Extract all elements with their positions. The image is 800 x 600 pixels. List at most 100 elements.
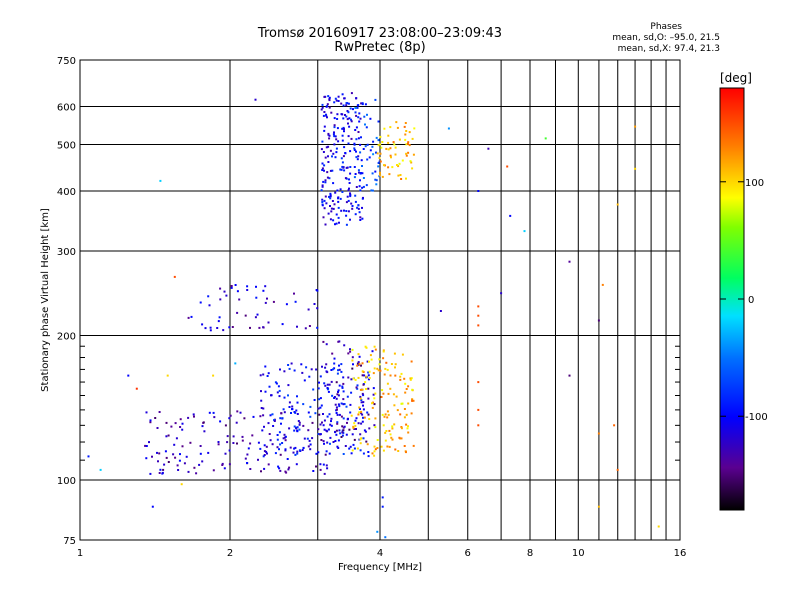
echo-point <box>373 445 376 448</box>
echo-point <box>613 424 616 427</box>
echo-point <box>336 189 339 192</box>
echo-point <box>408 144 411 147</box>
echo-point <box>353 166 356 168</box>
echo-point <box>293 425 296 428</box>
echo-point <box>246 462 249 464</box>
echo-point <box>360 364 362 367</box>
y-tick-label: 75 <box>63 536 76 547</box>
echo-point <box>359 219 362 221</box>
echo-point <box>375 183 378 186</box>
echo-point <box>349 166 352 168</box>
echo-point <box>278 389 281 392</box>
echo-point <box>349 218 351 221</box>
echo-point <box>378 160 381 163</box>
echo-point <box>346 118 349 121</box>
echo-point <box>403 445 406 447</box>
echo-point <box>359 216 362 219</box>
echo-point <box>358 363 361 366</box>
echo-point <box>322 424 325 427</box>
echo-point <box>309 443 312 446</box>
echo-point <box>405 154 408 157</box>
echo-point <box>342 376 345 379</box>
echo-point <box>204 327 207 330</box>
echo-point <box>295 426 297 429</box>
echo-point <box>345 201 348 204</box>
echo-point <box>278 395 281 398</box>
echo-point <box>271 443 274 446</box>
echo-point <box>350 414 353 417</box>
echo-point <box>352 427 355 430</box>
echo-point <box>201 425 204 428</box>
colorbar-label: [deg] <box>720 71 752 85</box>
echo-point <box>371 452 374 455</box>
echo-point <box>292 451 295 454</box>
echo-point <box>347 111 350 114</box>
echo-point <box>359 179 361 182</box>
echo-point <box>393 404 396 407</box>
echo-point <box>241 439 244 442</box>
echo-point <box>351 348 354 351</box>
echo-point <box>235 421 238 424</box>
echo-point <box>403 377 406 380</box>
echo-point <box>344 177 347 180</box>
echo-point <box>307 445 310 448</box>
echo-point <box>274 381 277 384</box>
echo-point <box>347 189 350 192</box>
echo-point <box>335 412 338 414</box>
echo-point <box>354 213 357 216</box>
echo-point <box>261 429 264 432</box>
echo-point <box>349 150 352 153</box>
echo-point <box>326 371 329 374</box>
echo-point <box>357 422 360 425</box>
echo-point <box>262 289 265 292</box>
echo-point <box>410 360 413 363</box>
echo-point <box>399 174 402 176</box>
echo-point <box>262 414 265 417</box>
echo-point <box>359 143 362 146</box>
echo-point <box>382 449 385 452</box>
echo-point <box>285 303 288 306</box>
echo-point <box>365 126 368 129</box>
echo-point <box>349 193 352 196</box>
echo-point <box>329 436 332 439</box>
echo-point <box>185 455 188 458</box>
echo-point <box>249 326 251 329</box>
echo-point <box>272 425 275 427</box>
echo-point <box>387 134 390 137</box>
echo-point <box>275 382 278 385</box>
echo-point <box>249 468 252 470</box>
echo-point <box>386 416 389 419</box>
echo-point <box>179 453 181 456</box>
echo-point <box>391 425 394 428</box>
echo-point <box>393 352 396 355</box>
echo-point <box>411 399 414 402</box>
echo-point <box>404 382 407 385</box>
echo-point <box>361 186 364 189</box>
echo-point <box>408 131 411 134</box>
echo-point <box>369 354 372 357</box>
echo-point <box>238 298 241 301</box>
echo-point <box>320 189 323 192</box>
echo-point <box>388 445 391 448</box>
echo-point <box>346 166 349 169</box>
echo-point <box>362 437 365 440</box>
echo-point <box>318 398 321 401</box>
echo-point <box>400 426 403 428</box>
echo-point <box>257 458 259 461</box>
echo-point <box>322 340 325 343</box>
echo-point <box>251 434 254 437</box>
echo-point <box>317 428 320 431</box>
echo-point <box>386 410 389 413</box>
echo-point <box>400 178 403 180</box>
echo-point <box>376 530 379 533</box>
echo-point <box>405 451 407 454</box>
echo-point <box>500 292 503 295</box>
echo-point <box>379 135 382 138</box>
echo-point <box>322 413 324 415</box>
echo-point <box>288 427 291 430</box>
echo-point <box>336 393 339 396</box>
echo-point <box>348 428 351 431</box>
echo-point <box>333 126 336 129</box>
echo-point <box>346 110 349 112</box>
echo-point <box>332 182 335 185</box>
